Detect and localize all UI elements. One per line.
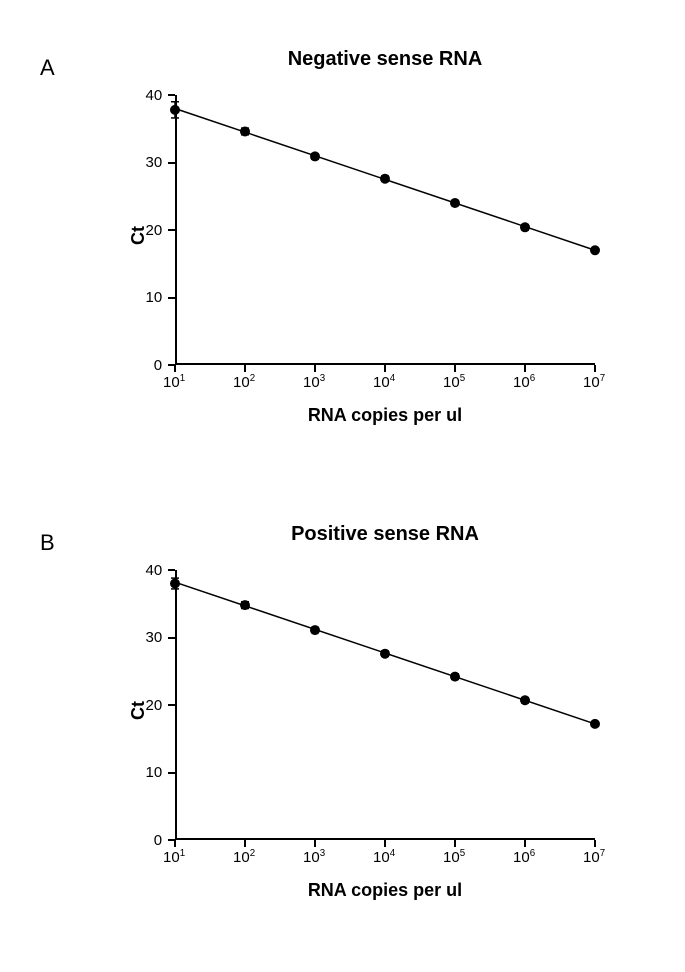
x-tick	[594, 840, 596, 847]
x-tick	[384, 365, 386, 372]
x-tick	[174, 840, 176, 847]
y-tick	[168, 569, 175, 571]
x-tick	[454, 840, 456, 847]
x-tick-label: 105	[443, 374, 465, 391]
x-tick	[244, 840, 246, 847]
x-tick-label: 104	[373, 849, 395, 866]
x-tick-label: 104	[373, 374, 395, 391]
y-tick-label: 20	[146, 222, 163, 239]
data-point	[591, 719, 600, 728]
data-point	[311, 626, 320, 635]
y-tick-label: 30	[146, 154, 163, 171]
y-tick	[168, 637, 175, 639]
chart-title-b: Positive sense RNA	[175, 523, 595, 546]
data-point	[241, 127, 250, 136]
data-point	[521, 696, 530, 705]
data-point	[521, 223, 530, 232]
y-tick-label: 10	[146, 289, 163, 306]
plot-area-a	[175, 95, 595, 365]
x-tick-label: 103	[303, 374, 325, 391]
x-tick	[524, 365, 526, 372]
x-tick-label: 102	[233, 849, 255, 866]
data-point	[381, 649, 390, 658]
y-tick	[168, 297, 175, 299]
y-tick-label: 0	[154, 357, 162, 374]
y-tick	[168, 704, 175, 706]
y-tick-label: 0	[154, 832, 162, 849]
x-tick	[384, 840, 386, 847]
data-point	[451, 672, 460, 681]
x-tick	[314, 840, 316, 847]
x-tick-label: 106	[513, 374, 535, 391]
data-point	[171, 105, 180, 114]
y-tick	[168, 772, 175, 774]
x-tick-label: 106	[513, 849, 535, 866]
data-point	[381, 174, 390, 183]
y-tick-label: 40	[146, 87, 163, 104]
data-point	[311, 152, 320, 161]
data-point	[451, 199, 460, 208]
chart-svg-b	[175, 570, 595, 840]
x-tick	[594, 365, 596, 372]
x-axis-label-a: RNA copies per ul	[175, 405, 595, 426]
data-point	[241, 601, 250, 610]
x-tick-label: 103	[303, 849, 325, 866]
x-tick-label: 101	[163, 374, 185, 391]
x-axis-label-b: RNA copies per ul	[175, 880, 595, 901]
x-tick	[314, 365, 316, 372]
y-tick-label: 10	[146, 764, 163, 781]
x-tick-label: 105	[443, 849, 465, 866]
panel-label-a: A	[40, 55, 55, 81]
x-tick-label: 102	[233, 374, 255, 391]
plot-area-b	[175, 570, 595, 840]
x-tick-label: 101	[163, 849, 185, 866]
x-tick	[174, 365, 176, 372]
x-tick-label: 107	[583, 374, 605, 391]
data-point	[171, 579, 180, 588]
figure-page: A Negative sense RNA Ct RNA copies per u…	[0, 0, 685, 972]
x-tick-label: 107	[583, 849, 605, 866]
y-tick-label: 30	[146, 629, 163, 646]
y-tick-label: 40	[146, 562, 163, 579]
y-tick	[168, 162, 175, 164]
x-tick	[524, 840, 526, 847]
panel-label-b: B	[40, 530, 55, 556]
chart-title-a: Negative sense RNA	[175, 48, 595, 71]
chart-svg-a	[175, 95, 595, 365]
y-tick	[168, 94, 175, 96]
x-tick	[244, 365, 246, 372]
y-tick-label: 20	[146, 697, 163, 714]
data-point	[591, 246, 600, 255]
x-tick	[454, 365, 456, 372]
y-tick	[168, 229, 175, 231]
